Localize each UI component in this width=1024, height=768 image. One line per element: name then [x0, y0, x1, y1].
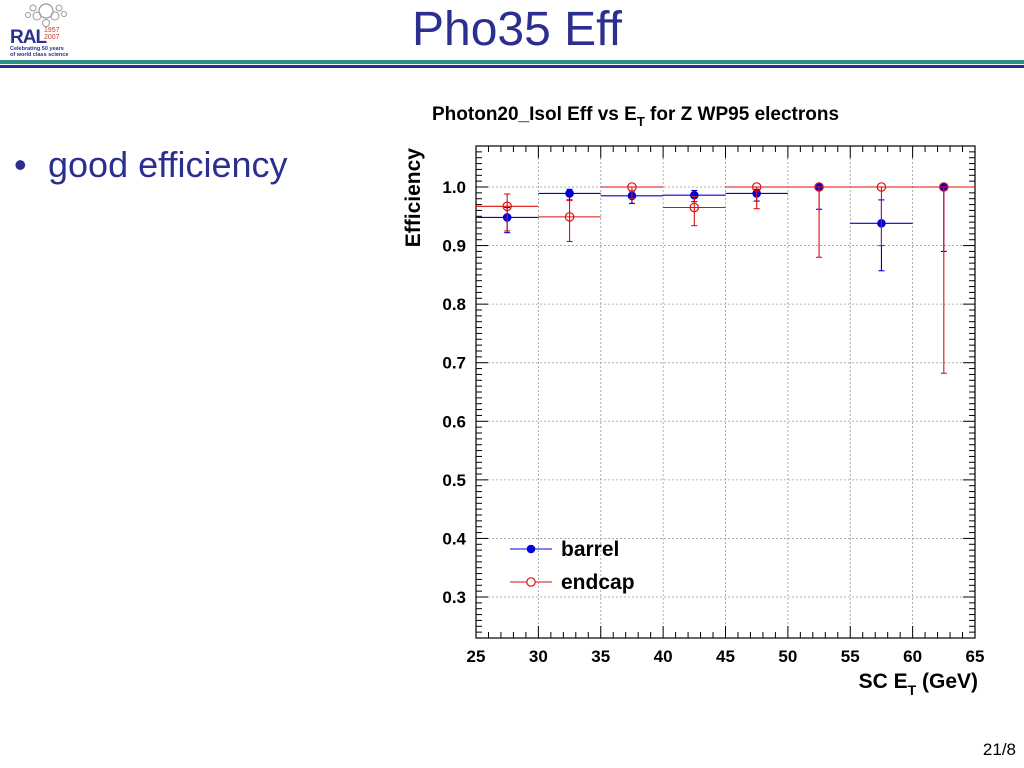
y-tick-label: 0.7	[442, 354, 466, 373]
slide-title: Pho35 Eff	[412, 3, 622, 56]
logo-text: RAL	[10, 27, 47, 48]
logo-circles-icon	[25, 3, 67, 27]
endcap-point	[627, 182, 637, 192]
x-tick-label: 25	[467, 647, 486, 666]
y-tick-label: 0.4	[442, 529, 466, 548]
y-tick-label: 0.3	[442, 588, 466, 607]
page-number: 21/8	[982, 740, 1016, 759]
x-tick-label: 45	[716, 647, 735, 666]
title-rule-navy	[0, 65, 1024, 68]
x-tick-label: 65	[966, 647, 985, 666]
y-axis-label: Efficiency	[402, 148, 425, 248]
y-tick-label: 0.8	[442, 295, 466, 314]
endcap-point	[751, 182, 762, 192]
logo-tagline-line2: of world class science	[10, 52, 69, 58]
y-tick-label: 0.6	[442, 412, 466, 431]
logo-year-end: 2007	[44, 34, 60, 41]
x-tick-label: 35	[591, 647, 610, 666]
logo-tagline: Celebrating 50 years of world class scie…	[10, 46, 68, 58]
legend-marker-barrel	[526, 544, 536, 554]
chart-title: Photon20_Isol Eff vs ET for Z WP95 elect…	[432, 104, 839, 129]
logo-years: 1957 2007	[44, 27, 60, 41]
y-tick-label: 1.0	[442, 178, 466, 197]
y-tick-label: 0.9	[442, 237, 466, 256]
bullet-dot-icon: •	[14, 144, 27, 185]
series-endcap	[476, 182, 975, 374]
title-rule-teal	[0, 60, 1024, 64]
bullet-text: good efficiency	[48, 144, 288, 185]
endcap-point	[814, 182, 824, 192]
x-axis-label: SC ET (GeV)	[859, 670, 978, 698]
barrel-point	[565, 189, 574, 198]
endcap-point	[876, 182, 887, 192]
x-tick-label: 30	[529, 647, 548, 666]
bullet-item: • good efficiency	[14, 144, 288, 186]
legend: barrel endcap	[510, 538, 635, 594]
x-tick-label: 60	[903, 647, 922, 666]
endcap-point	[564, 212, 575, 222]
legend-label-barrel: barrel	[561, 538, 619, 561]
x-tick-label: 40	[654, 647, 673, 666]
logo-tagline-line1: Celebrating 50 years	[10, 46, 64, 52]
endcap-point	[689, 202, 700, 213]
x-tick-label: 50	[778, 647, 797, 666]
logo-year-start: 1957	[44, 27, 60, 34]
endcap-point	[502, 201, 512, 212]
x-tick-label: 55	[841, 647, 860, 666]
endcap-point	[939, 182, 949, 192]
y-tick-label: 0.5	[442, 471, 466, 490]
legend-label-endcap: endcap	[561, 571, 635, 594]
ral-logo: RAL 1957 2007 Celebrating 50 years of wo…	[8, 2, 80, 60]
legend-marker-endcap	[526, 577, 536, 587]
